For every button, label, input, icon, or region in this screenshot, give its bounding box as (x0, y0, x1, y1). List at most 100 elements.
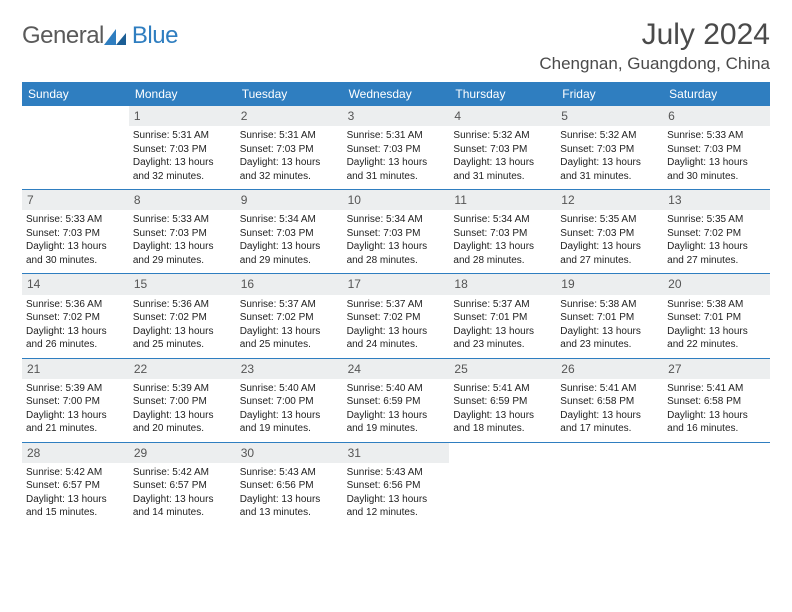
day-cell: 15Sunrise: 5:36 AMSunset: 7:02 PMDayligh… (129, 274, 236, 357)
sunrise-line: Sunrise: 5:41 AM (667, 382, 766, 396)
daylight-line: Daylight: 13 hours and 23 minutes. (453, 325, 552, 352)
sunset-line: Sunset: 7:03 PM (453, 143, 552, 157)
day-number: 13 (663, 190, 770, 210)
location: Chengnan, Guangdong, China (539, 54, 770, 74)
day-cell: 22Sunrise: 5:39 AMSunset: 7:00 PMDayligh… (129, 359, 236, 442)
sunset-line: Sunset: 7:03 PM (26, 227, 125, 241)
sunrise-line: Sunrise: 5:35 AM (560, 213, 659, 227)
daylight-line: Daylight: 13 hours and 25 minutes. (240, 325, 339, 352)
sunrise-line: Sunrise: 5:33 AM (667, 129, 766, 143)
daylight-line: Daylight: 13 hours and 30 minutes. (26, 240, 125, 267)
sunrise-line: Sunrise: 5:37 AM (240, 298, 339, 312)
day-cell: 11Sunrise: 5:34 AMSunset: 7:03 PMDayligh… (449, 190, 556, 273)
sunset-line: Sunset: 7:03 PM (560, 143, 659, 157)
logo-text-1: General (22, 22, 104, 49)
sunset-line: Sunset: 7:00 PM (26, 395, 125, 409)
sunrise-line: Sunrise: 5:32 AM (560, 129, 659, 143)
day-cell: 27Sunrise: 5:41 AMSunset: 6:58 PMDayligh… (663, 359, 770, 442)
sunrise-line: Sunrise: 5:42 AM (133, 466, 232, 480)
sunset-line: Sunset: 7:01 PM (453, 311, 552, 325)
daylight-line: Daylight: 13 hours and 19 minutes. (347, 409, 446, 436)
daylight-line: Daylight: 13 hours and 23 minutes. (560, 325, 659, 352)
weekday-tuesday: Tuesday (236, 82, 343, 106)
day-number: 24 (343, 359, 450, 379)
sunrise-line: Sunrise: 5:39 AM (133, 382, 232, 396)
day-number: 28 (22, 443, 129, 463)
sunrise-line: Sunrise: 5:36 AM (133, 298, 232, 312)
sunset-line: Sunset: 7:02 PM (133, 311, 232, 325)
day-number: 29 (129, 443, 236, 463)
sunset-line: Sunset: 6:56 PM (240, 479, 339, 493)
weekday-thursday: Thursday (449, 82, 556, 106)
sunset-line: Sunset: 7:01 PM (560, 311, 659, 325)
sunset-line: Sunset: 6:56 PM (347, 479, 446, 493)
day-number: 18 (449, 274, 556, 294)
logo: General Blue (22, 22, 178, 50)
sunrise-line: Sunrise: 5:38 AM (667, 298, 766, 312)
daylight-line: Daylight: 13 hours and 19 minutes. (240, 409, 339, 436)
sunrise-line: Sunrise: 5:40 AM (240, 382, 339, 396)
day-number: 1 (129, 106, 236, 126)
day-number: 10 (343, 190, 450, 210)
day-cell: 19Sunrise: 5:38 AMSunset: 7:01 PMDayligh… (556, 274, 663, 357)
day-cell: 8Sunrise: 5:33 AMSunset: 7:03 PMDaylight… (129, 190, 236, 273)
sunset-line: Sunset: 7:03 PM (240, 227, 339, 241)
day-number: 22 (129, 359, 236, 379)
sunrise-line: Sunrise: 5:42 AM (26, 466, 125, 480)
day-cell: 30Sunrise: 5:43 AMSunset: 6:56 PMDayligh… (236, 443, 343, 526)
daylight-line: Daylight: 13 hours and 17 minutes. (560, 409, 659, 436)
day-number: 15 (129, 274, 236, 294)
day-number: 16 (236, 274, 343, 294)
daylight-line: Daylight: 13 hours and 29 minutes. (133, 240, 232, 267)
day-cell (556, 443, 663, 526)
header: General Blue July 2024 Chengnan, Guangdo… (22, 18, 770, 74)
sunset-line: Sunset: 7:03 PM (240, 143, 339, 157)
day-number: 20 (663, 274, 770, 294)
day-cell: 9Sunrise: 5:34 AMSunset: 7:03 PMDaylight… (236, 190, 343, 273)
sunset-line: Sunset: 6:58 PM (667, 395, 766, 409)
sunset-line: Sunset: 7:00 PM (133, 395, 232, 409)
daylight-line: Daylight: 13 hours and 15 minutes. (26, 493, 125, 520)
day-cell (22, 106, 129, 189)
sunset-line: Sunset: 7:02 PM (240, 311, 339, 325)
sunset-line: Sunset: 7:02 PM (347, 311, 446, 325)
day-number: 17 (343, 274, 450, 294)
sunset-line: Sunset: 6:59 PM (347, 395, 446, 409)
day-number: 2 (236, 106, 343, 126)
daylight-line: Daylight: 13 hours and 30 minutes. (667, 156, 766, 183)
week-row: 1Sunrise: 5:31 AMSunset: 7:03 PMDaylight… (22, 106, 770, 190)
day-cell: 23Sunrise: 5:40 AMSunset: 7:00 PMDayligh… (236, 359, 343, 442)
day-number: 31 (343, 443, 450, 463)
daylight-line: Daylight: 13 hours and 31 minutes. (347, 156, 446, 183)
daylight-line: Daylight: 13 hours and 31 minutes. (453, 156, 552, 183)
sunset-line: Sunset: 7:02 PM (667, 227, 766, 241)
sunrise-line: Sunrise: 5:43 AM (347, 466, 446, 480)
day-cell: 6Sunrise: 5:33 AMSunset: 7:03 PMDaylight… (663, 106, 770, 189)
sunset-line: Sunset: 6:57 PM (133, 479, 232, 493)
day-number: 19 (556, 274, 663, 294)
daylight-line: Daylight: 13 hours and 29 minutes. (240, 240, 339, 267)
logo-text-2-wrap: Blue (132, 22, 178, 50)
sunrise-line: Sunrise: 5:34 AM (453, 213, 552, 227)
day-cell: 10Sunrise: 5:34 AMSunset: 7:03 PMDayligh… (343, 190, 450, 273)
sunset-line: Sunset: 7:03 PM (347, 227, 446, 241)
day-cell: 25Sunrise: 5:41 AMSunset: 6:59 PMDayligh… (449, 359, 556, 442)
logo-text: General (22, 22, 104, 50)
day-cell: 29 Sunrise: 5:42 AMSunset: 6:57 PMDayligh… (129, 443, 236, 526)
daylight-line: Daylight: 13 hours and 32 minutes. (133, 156, 232, 183)
daylight-line: Daylight: 13 hours and 21 minutes. (26, 409, 125, 436)
day-cell: 12Sunrise: 5:35 AMSunset: 7:03 PMDayligh… (556, 190, 663, 273)
day-number: 14 (22, 274, 129, 294)
sunrise-line: Sunrise: 5:37 AM (453, 298, 552, 312)
sunset-line: Sunset: 7:00 PM (240, 395, 339, 409)
daylight-line: Daylight: 13 hours and 27 minutes. (667, 240, 766, 267)
week-row: 7Sunrise: 5:33 AMSunset: 7:03 PMDaylight… (22, 190, 770, 274)
day-cell: 13Sunrise: 5:35 AMSunset: 7:02 PMDayligh… (663, 190, 770, 273)
day-cell: 17Sunrise: 5:37 AMSunset: 7:02 PMDayligh… (343, 274, 450, 357)
daylight-line: Daylight: 13 hours and 28 minutes. (347, 240, 446, 267)
day-cell: 18 Sunrise: 5:37 AMSunset: 7:01 PMDayligh… (449, 274, 556, 357)
daylight-line: Daylight: 13 hours and 14 minutes. (133, 493, 232, 520)
day-cell: 4Sunrise: 5:32 AMSunset: 7:03 PMDaylight… (449, 106, 556, 189)
daylight-line: Daylight: 13 hours and 22 minutes. (667, 325, 766, 352)
day-cell (449, 443, 556, 526)
